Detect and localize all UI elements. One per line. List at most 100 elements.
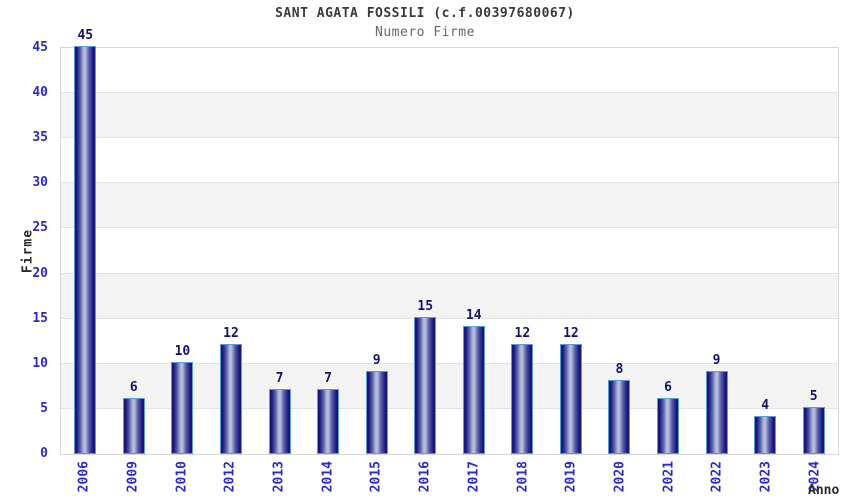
plot-band <box>61 93 838 139</box>
bar-slot: 7 <box>304 48 353 454</box>
x-axis-slot: 2014 <box>303 460 352 500</box>
bar-slot: 12 <box>547 48 596 454</box>
x-axis-slot: 2010 <box>157 460 206 500</box>
y-tick-label: 10 <box>32 355 48 371</box>
y-tick-label: 20 <box>32 265 48 281</box>
bar[interactable] <box>74 46 97 454</box>
plot-band <box>61 228 838 274</box>
bar-value-label: 5 <box>809 388 818 404</box>
bar-value-label: 7 <box>275 370 284 386</box>
x-tick-label: 2017 <box>466 461 482 493</box>
bar[interactable] <box>317 388 340 454</box>
bar-value-label: 12 <box>563 325 579 341</box>
gridline <box>61 227 838 229</box>
y-tick-label: 30 <box>32 175 48 191</box>
x-axis-slot: 2023 <box>742 460 791 500</box>
x-tick-label: 2015 <box>368 461 384 493</box>
bar[interactable] <box>608 379 631 454</box>
bar[interactable] <box>268 388 291 454</box>
x-axis-slot: 2015 <box>352 460 401 500</box>
y-axis: 0 5 10 15 20 25 30 35 40 45 <box>0 40 48 461</box>
bar[interactable] <box>414 316 437 454</box>
bar-value-label: 7 <box>324 370 333 386</box>
bar[interactable] <box>219 343 242 454</box>
plot-band <box>61 273 838 319</box>
bar-slot: 15 <box>401 48 450 454</box>
x-tick-label: 2019 <box>563 461 579 493</box>
bar-value-label: 12 <box>223 325 239 341</box>
gridline <box>61 272 838 274</box>
bar[interactable] <box>511 343 534 454</box>
x-tick-label: 2020 <box>612 461 628 493</box>
bar[interactable] <box>462 325 485 454</box>
bar-value-label: 6 <box>664 379 672 395</box>
x-tick-label: 2006 <box>76 461 92 493</box>
gridline <box>61 137 838 139</box>
bar-slot: 9 <box>352 48 401 454</box>
bar-slot: 7 <box>255 48 304 454</box>
bar[interactable] <box>122 397 145 454</box>
gridline <box>61 407 838 409</box>
gridline <box>61 92 838 94</box>
bar-value-label: 6 <box>129 379 138 395</box>
y-tick-label: 35 <box>32 130 48 146</box>
plot-band <box>61 138 838 184</box>
x-tick-label: 2021 <box>661 461 677 493</box>
chart-subtitle: Numero Firme <box>375 25 475 40</box>
y-tick-label: 25 <box>32 220 48 236</box>
bar-slot: 10 <box>158 48 207 454</box>
plot-band <box>61 48 838 94</box>
bar[interactable] <box>802 406 825 454</box>
bar-value-label: 15 <box>417 298 434 314</box>
chart-title: SANT AGATA FOSSILI (c.f.00397680067) <box>275 6 575 21</box>
x-tick-label: 2018 <box>515 461 531 493</box>
y-tick-label: 15 <box>32 310 48 326</box>
bar[interactable] <box>754 415 777 454</box>
x-axis-slot: 2019 <box>547 460 596 500</box>
x-axis-slot: 2020 <box>596 460 645 500</box>
y-tick-label: 45 <box>32 40 48 55</box>
x-axis-slot: 2018 <box>498 460 547 500</box>
x-axis-slot: 2022 <box>693 460 742 500</box>
bar-value-label: 14 <box>465 307 482 323</box>
bar[interactable] <box>365 370 388 454</box>
x-tick-label: 2022 <box>709 461 725 493</box>
bar-slot: 12 <box>207 48 256 454</box>
gridline <box>61 317 838 319</box>
y-tick-label: 5 <box>40 400 48 416</box>
x-tick-label: 2016 <box>417 461 433 493</box>
bar-slot: 9 <box>692 48 741 454</box>
y-tick-label: 0 <box>40 446 48 461</box>
bar-slot: 5 <box>789 48 838 454</box>
x-axis: 2006 2009 2010 2012 2013 2014 2015 2016 2017 2018… <box>60 460 839 500</box>
bar-slot: 6 <box>110 48 159 454</box>
x-axis-slot: 2016 <box>401 460 450 500</box>
x-tick-label: 2013 <box>271 461 287 493</box>
x-tick-label: 2010 <box>174 461 190 493</box>
x-axis-label: Anno <box>808 483 840 498</box>
bar-slot: 14 <box>450 48 499 454</box>
gridline <box>61 182 838 184</box>
bar[interactable] <box>705 370 728 454</box>
x-axis-slot: 2012 <box>206 460 255 500</box>
bar-value-label: 8 <box>615 361 624 377</box>
x-axis-slot: 2006 <box>60 460 109 500</box>
x-tick-label: 2014 <box>320 461 336 493</box>
plot-area: 45 6 10 12 7 7 9 15 14 12 12 8 6 9 4 5 <box>60 28 839 455</box>
bar[interactable] <box>657 397 680 454</box>
bar-value-label: 10 <box>174 343 191 359</box>
y-tick-label: 40 <box>32 85 48 101</box>
bar-slot: 45 <box>61 28 110 454</box>
bar-value-label: 9 <box>712 352 721 368</box>
x-axis-slot: 2013 <box>255 460 304 500</box>
x-axis-slot: 2017 <box>450 460 499 500</box>
gridline <box>61 362 838 364</box>
bar[interactable] <box>171 361 194 454</box>
bar-slot: 8 <box>595 48 644 454</box>
x-tick-label: 2009 <box>125 461 141 493</box>
plot-band <box>61 318 838 364</box>
bar-value-label: 9 <box>372 352 381 368</box>
bar-value-label: 45 <box>77 28 94 43</box>
bar[interactable] <box>559 343 582 454</box>
bar-value-label: 12 <box>514 325 531 341</box>
